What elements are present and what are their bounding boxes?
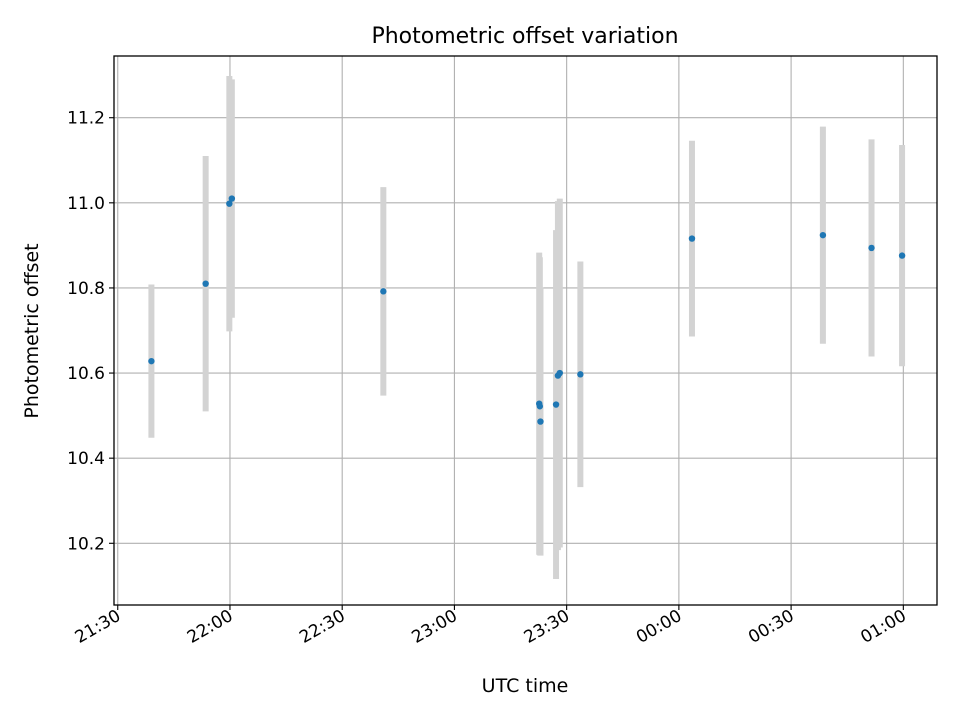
data-point <box>148 357 155 365</box>
y-axis-label: Photometric offset <box>21 243 43 418</box>
y-tick-label: 10.2 <box>67 534 105 554</box>
data-point <box>868 244 875 252</box>
x-axis-label: UTC time <box>482 675 569 697</box>
data-point <box>537 418 544 425</box>
chart-title: Photometric offset variation <box>371 24 678 49</box>
y-tick-label: 10.8 <box>67 279 105 299</box>
data-point <box>226 200 233 207</box>
data-point <box>536 403 544 410</box>
data-point <box>228 195 236 202</box>
data-point <box>898 252 906 259</box>
data-point <box>556 369 563 377</box>
data-point <box>819 231 827 239</box>
plot-frame <box>113 55 938 606</box>
y-tick-label: 10.4 <box>67 449 105 469</box>
data-point <box>688 235 696 242</box>
data-point <box>552 401 560 408</box>
data-point <box>577 371 584 378</box>
point-layer <box>148 195 906 425</box>
data-point <box>202 280 209 287</box>
data-point <box>380 288 387 295</box>
y-tick-label: 11.2 <box>67 109 105 129</box>
y-tick-label: 11.0 <box>67 194 105 214</box>
grid-layer <box>114 56 937 605</box>
y-tick-label: 10.6 <box>67 364 105 384</box>
